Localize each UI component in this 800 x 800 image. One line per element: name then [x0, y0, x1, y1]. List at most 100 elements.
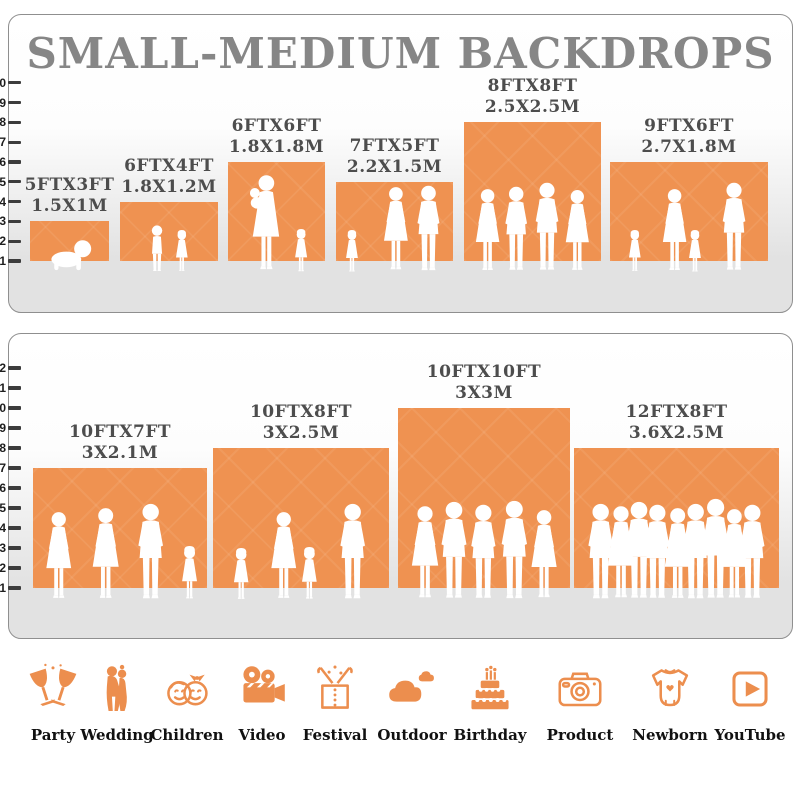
- category-label: Birthday: [453, 726, 527, 744]
- ruler-tick-label: 4: [0, 521, 6, 535]
- man-silhouette: [441, 501, 467, 598]
- backdrop-label: 9FTX6FT 2.7X1.8M: [594, 116, 784, 158]
- ruler-tick: [8, 506, 21, 510]
- backdrop-size-ft: 10FTX10FT: [426, 362, 542, 382]
- backdrop-label: 10FTX10FT 3X3M: [389, 362, 579, 404]
- outdoor-icon: [385, 662, 439, 716]
- ruler-tick-label: 6: [0, 155, 6, 169]
- backdrop-label: 7FTX5FT 2.2X1.5M: [300, 136, 490, 178]
- woman-silhouette: [271, 511, 297, 598]
- festival-icon: [308, 662, 362, 716]
- woman-silhouette: [412, 506, 439, 598]
- ruler-tick-label: 12: [0, 361, 6, 375]
- man-silhouette: [645, 504, 670, 598]
- ruler-tick: [8, 219, 21, 224]
- woman-silhouette: [93, 507, 120, 598]
- category-label: Wedding: [80, 726, 154, 744]
- man-silhouette: [740, 504, 765, 598]
- ruler-tick: [8, 180, 21, 184]
- ruler-tick-label: 1: [0, 581, 6, 595]
- ruler-tick: [8, 406, 21, 410]
- man-silhouette: [471, 504, 496, 598]
- backdrop-size-ft: 12FTX8FT: [625, 402, 728, 422]
- ruler-tick: [8, 160, 21, 164]
- ruler-tick: [8, 566, 21, 570]
- girl-silhouette: [181, 546, 197, 599]
- backdrop-rect-6ftx4ft: [120, 201, 218, 261]
- wedding-icon: [90, 662, 144, 716]
- ruler-tick-label: 11: [0, 381, 6, 395]
- ruler-tick: [8, 386, 21, 390]
- girl-silhouette: [176, 230, 188, 272]
- category-label: YouTube: [714, 726, 786, 744]
- man-silhouette: [535, 183, 559, 270]
- girl-silhouette: [628, 230, 641, 272]
- ruler-tick-label: 7: [0, 135, 6, 150]
- backdrop-size-m: 3X2.1M: [81, 443, 159, 463]
- youtube-icon: [723, 662, 777, 716]
- backdrop-size-m: 3X2.5M: [262, 423, 340, 443]
- girl-silhouette: [233, 548, 249, 599]
- ruler-tick-label: 9: [0, 421, 6, 435]
- ruler-tick-label: 8: [0, 441, 6, 455]
- woman-silhouette: [662, 188, 687, 270]
- category-label: Festival: [302, 726, 368, 744]
- backdrop-size-m: 1.8X1.8M: [228, 137, 325, 157]
- ruler-tick-label: 9: [0, 95, 6, 110]
- backdrop-size-ft: 6FTX4FT: [124, 155, 214, 176]
- category-label: Product: [546, 726, 614, 744]
- ruler-tick: [8, 426, 21, 430]
- ruler-tick: [8, 366, 21, 370]
- category-label: Video: [238, 726, 286, 744]
- birthday-icon: [463, 662, 517, 716]
- ruler-tick-label: 7: [0, 461, 6, 475]
- category-label: Children: [150, 726, 224, 744]
- backdrop-size-ft: 6FTX6FT: [231, 116, 322, 136]
- ruler-tick-label: 3: [0, 214, 6, 229]
- category-label: Newborn: [632, 726, 708, 744]
- ruler-tick: [8, 199, 21, 204]
- ruler-tick-label: 5: [0, 501, 6, 515]
- backdrop-label: 10FTX7FT 3X2.1M: [25, 422, 215, 464]
- backdrop-size-m: 3X3M: [455, 383, 513, 403]
- backdrop-size-m: 1.8X1.2M: [121, 176, 217, 197]
- girl-silhouette: [689, 229, 701, 272]
- backdrop-size-m: 2.5X2.5M: [484, 97, 581, 118]
- panel-small-medium: SMALL-MEDIUM BACKDROPS 1 2 3 4 5 6 7 8 9 10 5FTX3F…: [0, 14, 793, 313]
- man-silhouette: [505, 187, 528, 271]
- product-icon: [553, 662, 607, 716]
- baby-silhouette: [51, 240, 91, 271]
- man-silhouette: [723, 183, 746, 270]
- girl-silhouette: [295, 229, 308, 272]
- backdrop-size-m: 2.2X1.5M: [346, 156, 443, 177]
- backdrop-label: 6FTX4FT 1.8X1.2M: [74, 156, 264, 198]
- ruler-tick-label: 4: [0, 194, 6, 209]
- ruler-tick: [8, 140, 21, 144]
- ruler-tick-label: 10: [0, 401, 6, 415]
- ruler-tick-label: 6: [0, 481, 6, 495]
- ruler-tick: [8, 100, 21, 105]
- woman-silhouette: [384, 187, 408, 270]
- man-silhouette: [588, 503, 614, 598]
- children-icon: [160, 662, 214, 716]
- ruler-tick: [8, 446, 21, 450]
- backdrop-label: 10FTX8FT 3X2.5M: [206, 402, 396, 444]
- ruler-tick-label: 1: [0, 254, 6, 268]
- backdrop-label: 5FTX3FT 1.5X1M: [0, 175, 165, 217]
- woman-silhouette: [475, 188, 500, 270]
- woman-silhouette: [566, 190, 590, 270]
- backdrop-size-ft: 5FTX3FT: [24, 175, 115, 196]
- man-silhouette: [626, 501, 652, 598]
- man-silhouette: [339, 503, 365, 598]
- ruler-tick: [8, 81, 21, 85]
- ruler-tick: [8, 586, 21, 590]
- girl-silhouette: [346, 229, 359, 272]
- backdrop-label: 6FTX6FT 1.8X1.8M: [182, 116, 372, 158]
- page-title: SMALL-MEDIUM BACKDROPS: [26, 29, 775, 78]
- backdrop-label: 12FTX8FT 3.6X2.5M: [582, 402, 772, 444]
- panel-large: 12345678910111210FTX7FT3X2.1M10FTX8FT3X2…: [0, 333, 793, 639]
- girl-silhouette: [302, 547, 318, 599]
- ruler-tick: [8, 259, 21, 263]
- man-silhouette: [138, 503, 164, 598]
- woman-silhouette: [608, 506, 635, 598]
